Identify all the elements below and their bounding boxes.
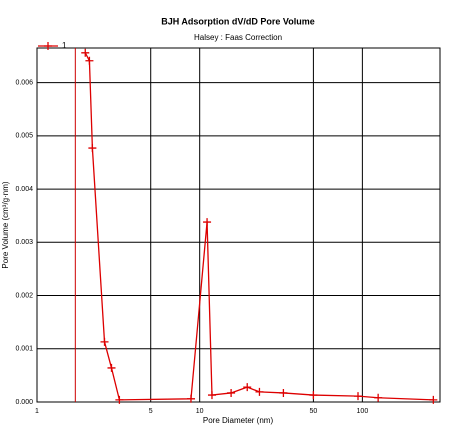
legend-marker — [44, 42, 52, 50]
point-marker — [81, 48, 90, 57]
y-axis-label: Pore Volume (cm³/g·nm) — [1, 181, 10, 268]
point-marker — [374, 393, 383, 402]
x-tick-label: 100 — [357, 408, 369, 415]
point-marker — [115, 395, 124, 404]
x-axis-label: Pore Diameter (nm) — [203, 416, 274, 425]
y-tick-label: 0.002 — [15, 292, 33, 299]
x-tick-label: 50 — [310, 408, 318, 415]
y-tick-label: 0.004 — [15, 186, 33, 193]
chart-subtitle: Halsey : Faas Correction — [194, 33, 282, 42]
point-marker — [186, 394, 195, 403]
x-tick-label: 5 — [149, 408, 153, 415]
point-marker — [85, 56, 94, 65]
point-marker — [100, 337, 109, 346]
point-marker — [354, 392, 363, 401]
point-marker — [88, 144, 97, 153]
x-tick-label: 1 — [35, 408, 39, 415]
point-marker — [429, 395, 438, 404]
point-marker — [279, 388, 288, 397]
plot-frame — [36, 47, 441, 403]
point-marker — [243, 383, 252, 392]
point-marker — [309, 391, 318, 400]
point-marker — [203, 218, 212, 227]
x-tick-label: 10 — [196, 408, 204, 415]
point-marker — [255, 387, 264, 396]
chart-title: BJH Adsorption dV/dD Pore Volume — [161, 16, 315, 26]
y-tick-label: 0.005 — [15, 133, 33, 140]
point-marker — [107, 363, 116, 372]
y-tick-label: 0.006 — [15, 79, 33, 86]
y-tick-label: 0.001 — [15, 346, 33, 353]
point-marker — [227, 388, 236, 397]
y-tick-label: 0.003 — [15, 239, 33, 246]
point-marker — [207, 391, 216, 400]
legend-label: 1 — [62, 41, 67, 50]
series-line — [84, 52, 434, 401]
y-tick-label: 0.000 — [15, 399, 33, 406]
